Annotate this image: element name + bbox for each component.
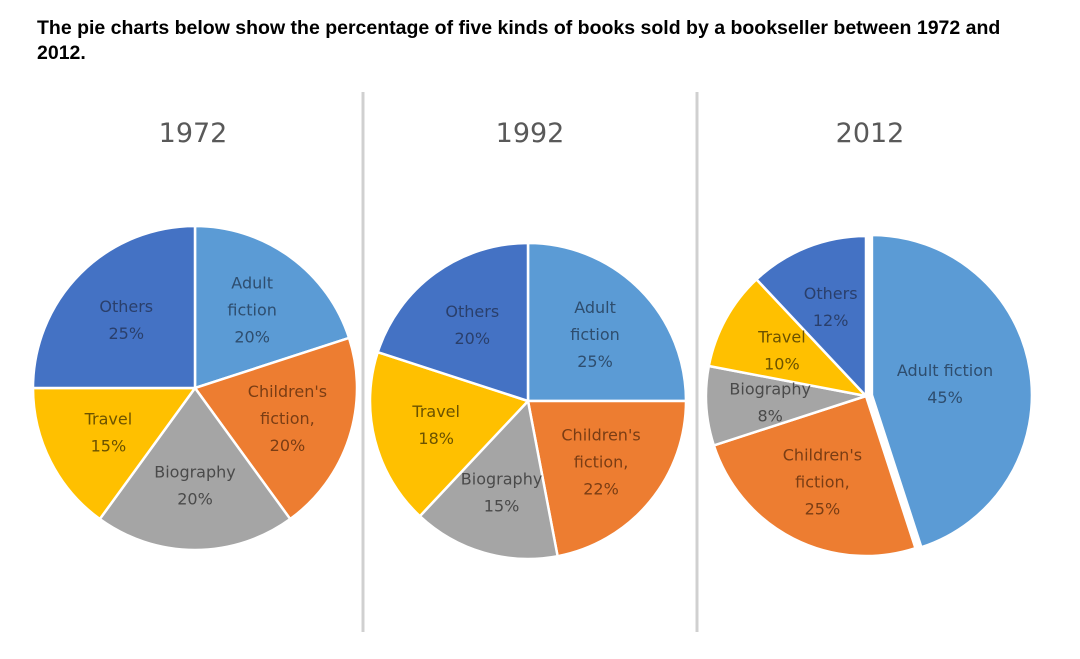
pie-slice-children-s-fiction [192, 336, 359, 521]
pie-slice-children-s-fiction [712, 394, 918, 558]
slice-label-line: Biography [729, 380, 811, 399]
slice-label: Others 12% [804, 284, 858, 330]
slice-label: Children's fiction, 20% [248, 382, 327, 455]
pie-slice-adult-fiction [526, 241, 688, 403]
slice-label-line: 25% [108, 324, 144, 343]
slice-label-line: Adult [231, 273, 273, 292]
pie-slice-others [754, 234, 868, 400]
slice-label-line: Others [99, 297, 153, 316]
slice-label-line: 20% [270, 436, 306, 455]
chart-heading: The pie charts below show the percentage… [37, 17, 1001, 64]
slice-label-line: 15% [91, 437, 127, 456]
slice-label-line: 12% [813, 311, 849, 330]
slice-label-line: Biography [154, 463, 236, 482]
slice-label-line: Adult [574, 298, 616, 317]
slice-label-line: 25% [577, 352, 613, 371]
pie-slice-travel [31, 386, 198, 521]
slice-label: Biography 8% [729, 380, 811, 426]
pie-title-2012: 2012 [836, 118, 905, 149]
slice-label-line: Travel [84, 410, 133, 429]
pie-title-1972: 1972 [159, 118, 228, 149]
pie-slice-others [376, 241, 530, 403]
pie-slice-children-s-fiction [526, 399, 688, 558]
slice-label-line: fiction, [574, 452, 629, 471]
slice-label-line: Others [804, 284, 858, 303]
slice-label-line: 18% [418, 429, 454, 448]
pie-slice-others [31, 224, 197, 390]
slice-label-line: Others [445, 302, 499, 321]
slice-label-line: fiction [227, 300, 277, 319]
slice-label-line: Children's [783, 446, 862, 465]
slice-label-line: Biography [461, 470, 543, 489]
slice-label-line: Children's [561, 425, 640, 444]
pie-slice-adult-fiction [193, 224, 351, 390]
slice-label-line: Children's [248, 382, 327, 401]
pie-slice-biography [98, 385, 292, 552]
slice-label: Children's fiction, 22% [561, 425, 640, 498]
slice-label-line: 20% [234, 327, 270, 346]
slice-label-line: 25% [805, 500, 841, 519]
slice-label: Adult fiction 25% [570, 298, 620, 371]
slice-label-line: Travel [411, 402, 460, 421]
slice-label-line: 20% [454, 329, 490, 348]
slice-label: Biography 15% [461, 470, 543, 516]
slice-label-line: 8% [757, 407, 782, 426]
pie-slice-travel [368, 350, 531, 518]
slice-label: Travel 10% [757, 327, 806, 373]
slice-label: Travel 15% [84, 410, 133, 456]
slice-label-line: fiction [570, 325, 620, 344]
slice-label: Biography 20% [154, 463, 236, 509]
pie-slice-adult-fiction [870, 233, 1034, 549]
slice-label-line: 15% [484, 497, 520, 516]
slice-label: Adult fiction 45% [897, 361, 993, 407]
slice-label-line: fiction, [795, 473, 850, 492]
slice-label-line: 10% [764, 354, 800, 373]
slice-label-line: 45% [927, 388, 963, 407]
pie-slice-biography [418, 398, 560, 561]
slice-label-line: Adult fiction [897, 361, 993, 380]
slice-label: Adult fiction 20% [227, 273, 277, 346]
pie-slice-travel [707, 277, 870, 398]
slice-label: Children's fiction, 25% [783, 446, 862, 519]
slice-label: Others 25% [99, 297, 153, 343]
pie-title-1992: 1992 [496, 118, 565, 149]
slice-label-line: 20% [177, 490, 213, 509]
slice-label: Others 20% [445, 302, 499, 348]
slice-label-line: 22% [583, 479, 619, 498]
slice-label: Travel 18% [411, 402, 460, 448]
slice-label-line: Travel [757, 327, 806, 346]
slice-label-line: fiction, [260, 409, 315, 428]
